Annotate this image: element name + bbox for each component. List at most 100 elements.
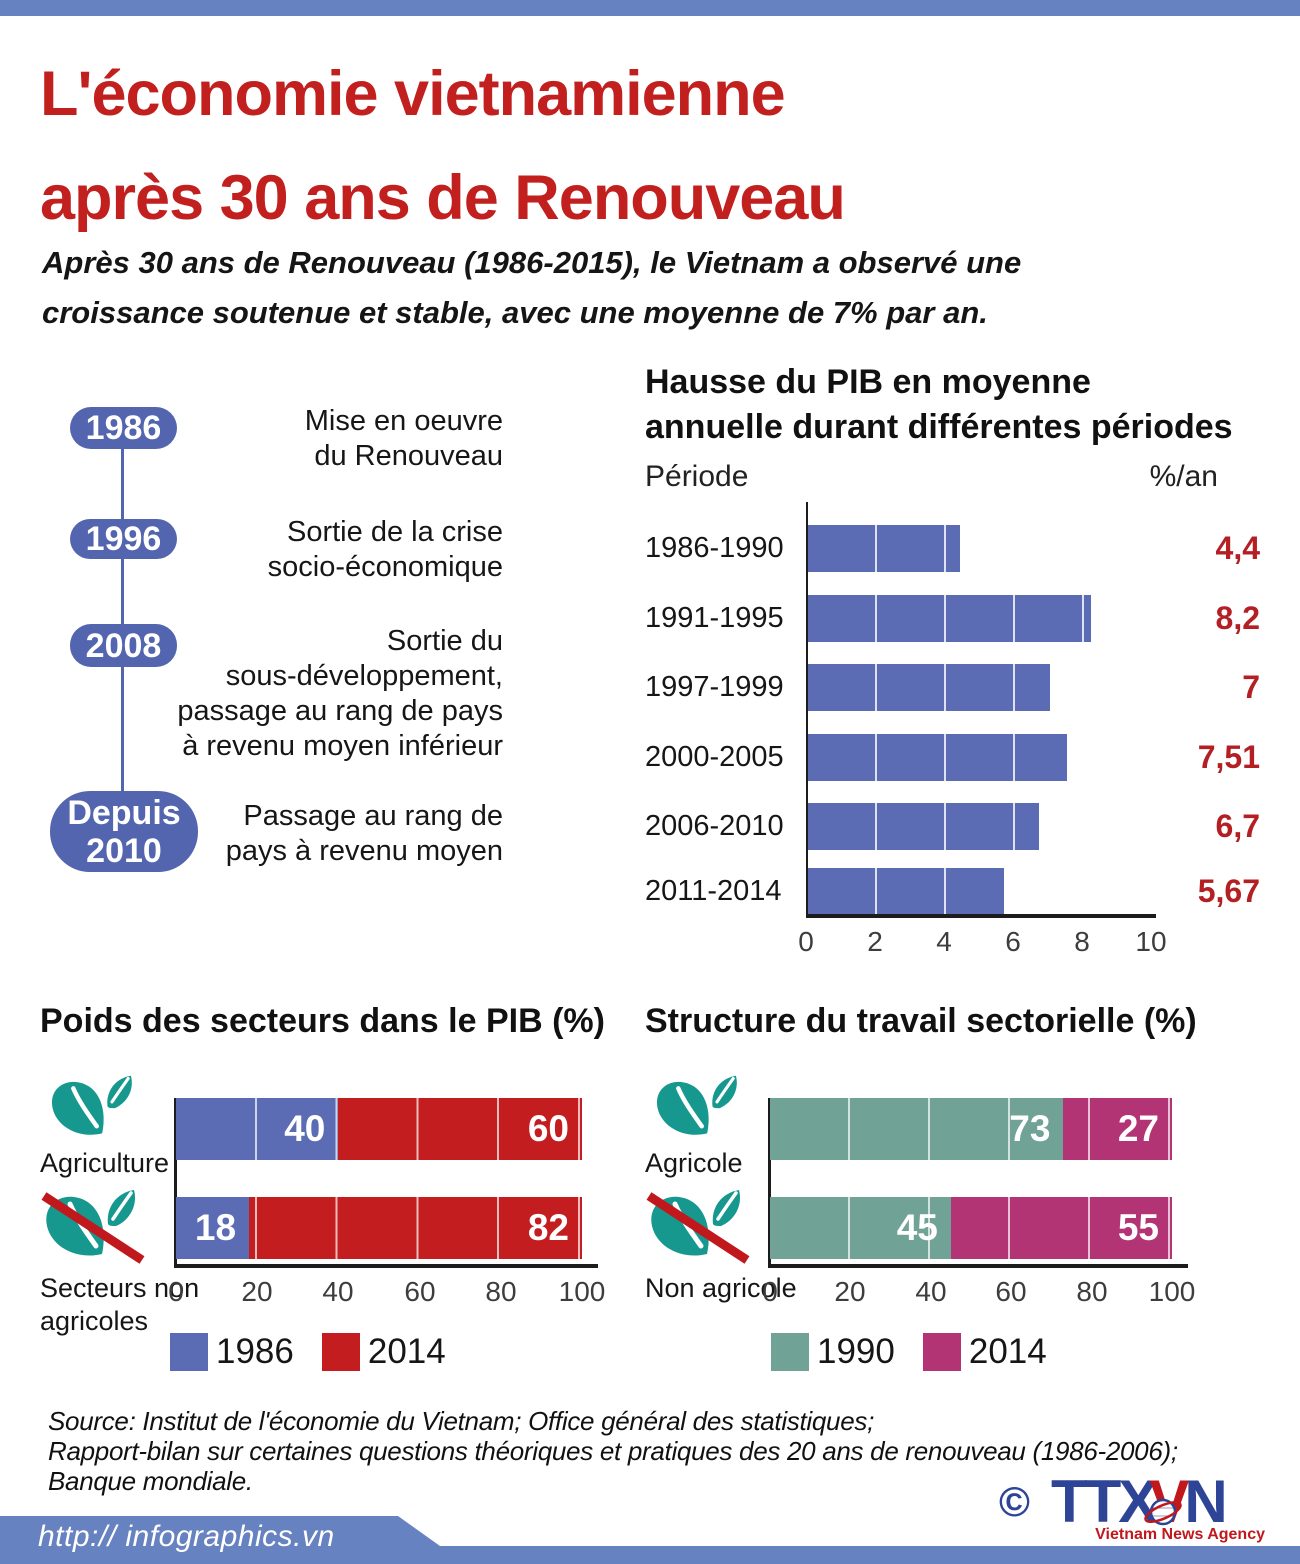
source-line: Source: Institut de l'économie du Vietna… — [48, 1406, 875, 1436]
gdp-growth-chart: Hausse du PIB en moyenne annuelle durant… — [645, 360, 1260, 970]
top-accent-bar — [0, 0, 1300, 16]
timeline-year: Depuis — [67, 793, 181, 832]
legend-label-2014: 2014 — [367, 1332, 446, 1371]
stacked-bar-non-agricole: 18 82 — [176, 1197, 582, 1259]
legend-label-1986: 1986 — [216, 1332, 294, 1371]
page-subtitle-line2: croissance soutenue et stable, avec une … — [42, 295, 988, 330]
agricole-leaf-icon — [656, 1075, 737, 1135]
x-tick: 40 — [322, 1276, 354, 1307]
bar-segment-2014: 60 — [338, 1098, 582, 1160]
timeline-label-line: Mise en oeuvre — [304, 405, 503, 437]
gdp-bar-track — [808, 595, 1153, 642]
gdp-y-axis-line — [806, 502, 808, 916]
row-label-line: Non agricole — [645, 1273, 797, 1303]
x-tick: 80 — [1076, 1276, 1108, 1307]
gdp-bar — [808, 734, 1068, 781]
timeline-label-1986: Mise en oeuvre du Renouveau — [143, 404, 503, 474]
timeline-pill-2008: 2008 — [70, 624, 177, 667]
legend-swatch-1990 — [771, 1333, 809, 1371]
segment-value: 73 — [1009, 1108, 1051, 1149]
page-subtitle-line1: Après 30 ans de Renouveau (1986-2015), l… — [42, 245, 1022, 280]
stacked-bar-non-agricole-labor: 45 55 — [770, 1197, 1172, 1259]
bar-segment-2014: 82 — [249, 1197, 582, 1259]
gdp-value: 7 — [1242, 669, 1260, 705]
legend-label-2014: 2014 — [968, 1332, 1047, 1371]
footer-url: http:// infographics.vn — [38, 1520, 335, 1553]
sectors-legend: 1986 2014 — [170, 1332, 474, 1372]
gdp-period-label: 1991-1995 — [645, 602, 784, 634]
gdp-x-tick: 10 — [1135, 926, 1167, 957]
timeline-label-line: sous-développement, — [225, 660, 503, 692]
gdp-x-axis-line — [806, 914, 1156, 918]
bar-segment-2014: 27 — [1063, 1098, 1172, 1160]
timeline-label-line: du Renouveau — [314, 440, 503, 472]
timeline-label-line: à revenu moyen inférieur — [182, 730, 503, 762]
segment-value: 45 — [896, 1207, 938, 1248]
agriculture-leaf-icon — [51, 1075, 132, 1135]
stacked-bar-agriculture: 40 60 — [176, 1098, 582, 1160]
gdp-bar — [808, 525, 960, 572]
logo-tagline: Vietnam News Agency — [1095, 1526, 1265, 1543]
logo-letters-ttx: TTX — [1051, 1468, 1158, 1535]
stacked-bar-agricole: 73 27 — [770, 1098, 1172, 1160]
row-label-line: Agricole — [645, 1148, 743, 1178]
gdp-row: 2011-2014 5,67 — [645, 858, 1260, 924]
gdp-row: 1997-1999 7 — [645, 654, 1260, 720]
bar-segment-2014: 55 — [950, 1197, 1172, 1259]
legend-swatch-2014 — [321, 1333, 360, 1371]
source-line: Rapport-bilan sur certaines questions th… — [48, 1436, 1178, 1466]
page-title-line2: après 30 ans de Renouveau — [40, 163, 846, 233]
segment-value: 27 — [1117, 1108, 1159, 1149]
page-title: L'économie vietnamienne après 30 ans de … — [40, 42, 846, 250]
x-tick: 40 — [915, 1276, 947, 1307]
labor-legend: 1990 2014 — [771, 1332, 1075, 1372]
x-tick: 20 — [241, 1276, 273, 1307]
x-tick: 80 — [485, 1276, 517, 1307]
timeline-pill-1986: 1986 — [70, 407, 177, 449]
segment-value: 60 — [527, 1108, 569, 1149]
row-label-line: agricoles — [40, 1306, 149, 1336]
gdp-bar — [808, 664, 1050, 711]
timeline-label-line: socio-économique — [267, 551, 503, 583]
gdp-column-header-periode: Période — [645, 460, 749, 493]
source-line: Banque mondiale. — [48, 1466, 253, 1496]
labor-structure-chart: Structure du travail sectorielle (%) Agr… — [645, 1002, 1260, 1382]
source-note: Source: Institut de l'économie du Vietna… — [48, 1406, 1178, 1496]
labor-chart-title: Structure du travail sectorielle (%) — [645, 1002, 1197, 1040]
timeline-year: 2008 — [85, 626, 162, 665]
page-title-line1: L'économie vietnamienne — [40, 59, 786, 129]
timeline-label-line: passage au rang de pays — [177, 695, 503, 727]
sectors-x-axis-line — [174, 1264, 598, 1268]
labor-y-axis-line — [768, 1098, 771, 1268]
gdp-period-label: 2000-2005 — [645, 741, 784, 773]
sectors-chart-title: Poids des secteurs dans le PIB (%) — [40, 1002, 605, 1040]
gdp-value: 4,4 — [1215, 530, 1260, 566]
gdp-bar-track — [808, 734, 1153, 781]
non-agricole-crossed-leaf-icon — [646, 1190, 750, 1264]
gdp-bar-track — [808, 664, 1153, 711]
gdp-x-tick: 4 — [936, 926, 952, 957]
labor-x-axis-line — [768, 1264, 1188, 1268]
row-label-agricole: Agricole — [645, 1147, 743, 1180]
segment-value: 40 — [284, 1108, 326, 1149]
ttxvn-logo: © TTXVN Vietnam News Agency — [995, 1464, 1265, 1544]
legend-label-1990: 1990 — [817, 1332, 895, 1371]
row-label-non-agricole: Non agricole — [645, 1272, 797, 1305]
non-agriculture-crossed-leaf-icon — [41, 1190, 145, 1264]
gdp-chart-title-line: annuelle durant différentes périodes — [645, 408, 1233, 446]
x-tick: 60 — [995, 1276, 1027, 1307]
bar-segment-1986: 18 — [176, 1197, 250, 1259]
timeline-label-line: Sortie de la crise — [287, 516, 503, 548]
gdp-chart-title-line: Hausse du PIB en moyenne — [645, 363, 1091, 401]
segment-value: 18 — [194, 1207, 237, 1248]
bar-segment-1986: 40 — [176, 1098, 339, 1160]
logo-letter-n: N — [1184, 1468, 1227, 1535]
x-tick: 0 — [168, 1276, 184, 1307]
gdp-bar-track — [808, 868, 1153, 915]
timeline-label-line: Passage au rang de — [243, 800, 503, 832]
globe-icon — [1144, 1498, 1182, 1526]
x-tick: 0 — [762, 1276, 778, 1307]
gdp-x-tick: 0 — [798, 926, 814, 957]
gdp-row: 2000-2005 7,51 — [645, 724, 1260, 790]
